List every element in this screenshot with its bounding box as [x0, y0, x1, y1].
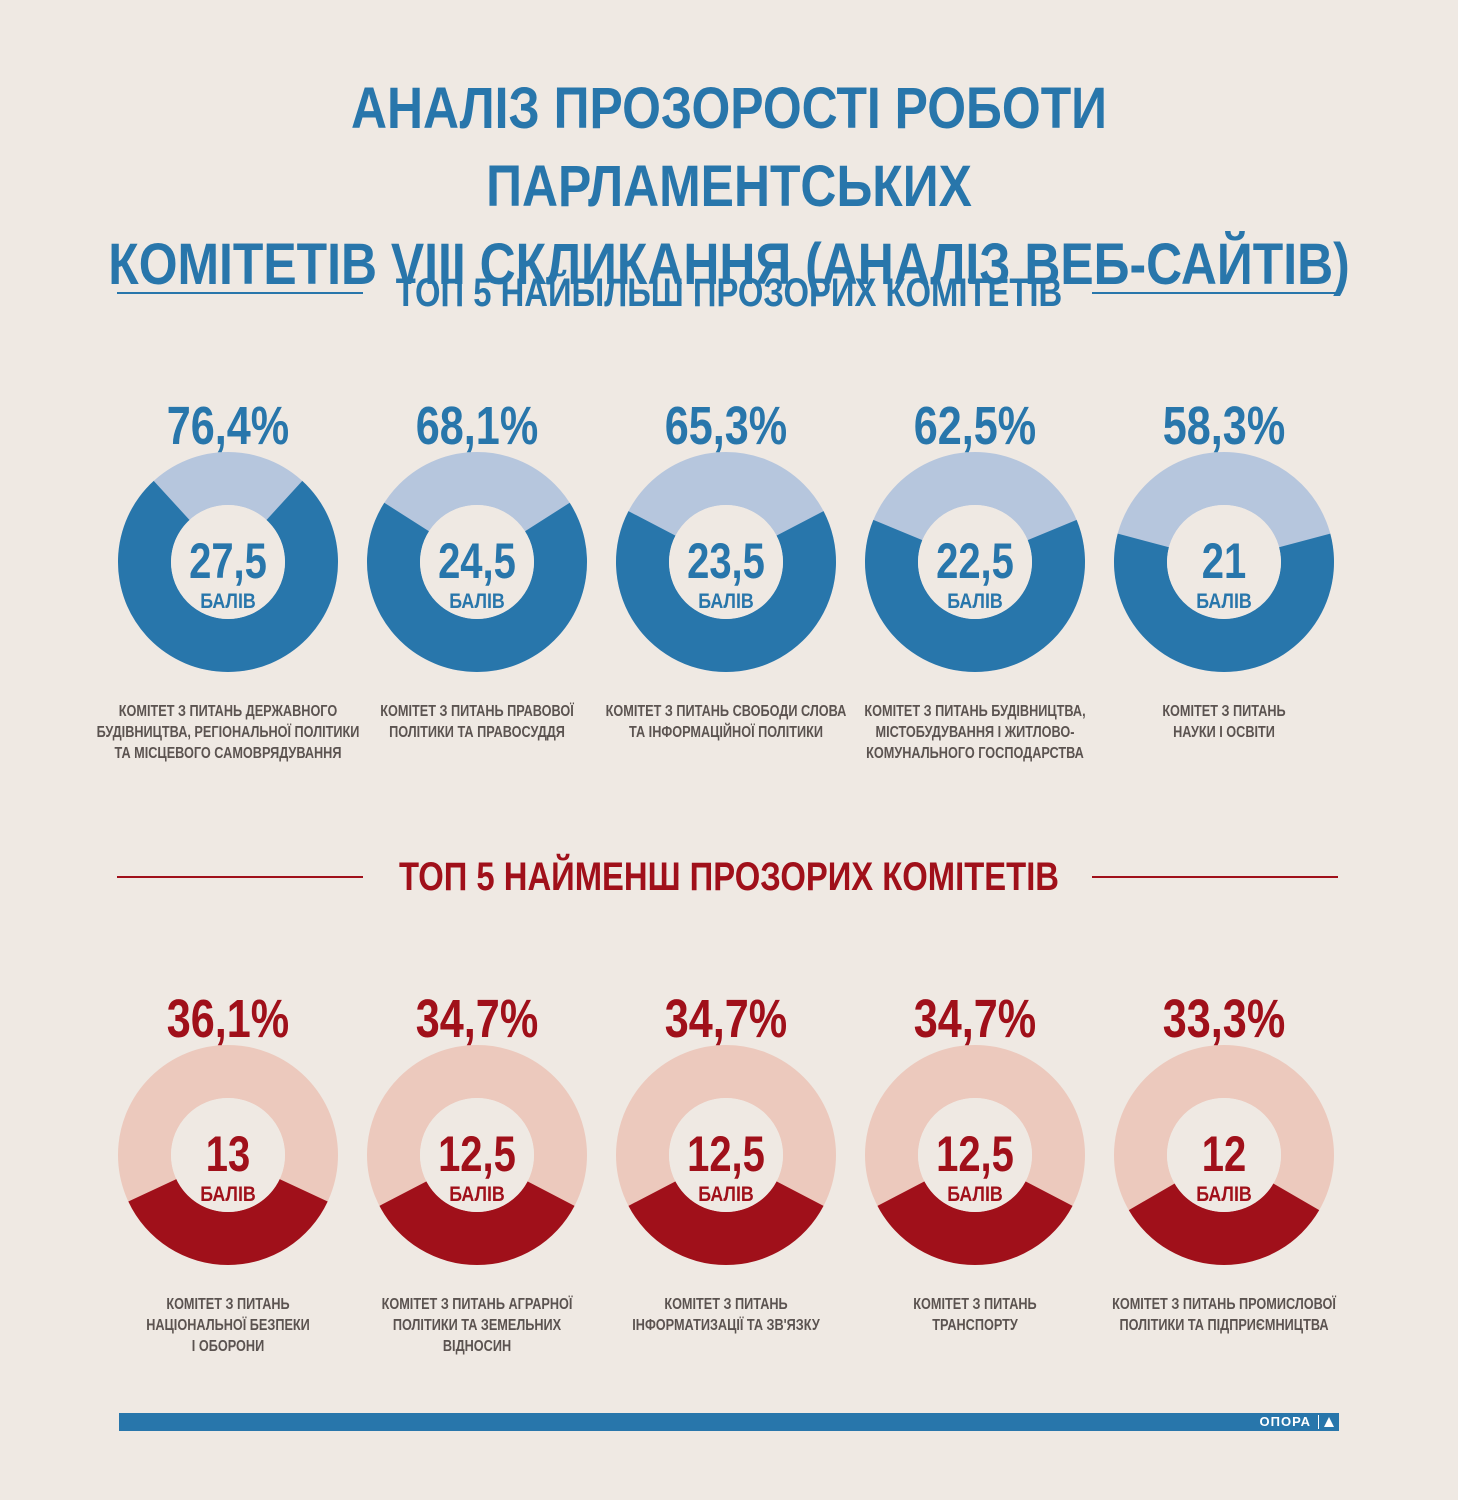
bottom-2-percent-label: 34,7%	[416, 990, 538, 1050]
top-2-committee-name-line-1: КОМІТЕТ З ПИТАНЬ ПРАВОВОЇ	[380, 702, 574, 721]
page-title: АНАЛІЗ ПРОЗОРОСТІ РОБОТИ ПАРЛАМЕНТСЬКИХ …	[102, 70, 1356, 304]
top-4-percent-label: 62,5%	[914, 397, 1036, 457]
bottom-5-committee-name-line-1: КОМІТЕТ З ПИТАНЬ ПРОМИСЛОВОЇ	[1112, 1295, 1337, 1314]
top-1-unit-label: БАЛІВ	[200, 590, 256, 614]
top-2-score: 24,5	[438, 533, 516, 589]
title-line-2: КОМІТЕТІВ VIII СКЛИКАННЯ (АНАЛІЗ ВЕБ-САЙ…	[108, 232, 1350, 297]
top-2-donut-value	[366, 502, 587, 673]
opora-logo-icon	[1324, 1417, 1334, 1427]
top-5-committee-name-line-1: КОМІТЕТ З ПИТАНЬ	[1162, 703, 1285, 720]
bottom-section-title: ТОП 5 НАЙМЕНШ ПРОЗОРИХ КОМІТЕТІВ	[398, 855, 1059, 899]
bottom-3-percent-label: 34,7%	[665, 990, 787, 1050]
bottom-1-committee-name-line-3: І ОБОРОНИ	[192, 1338, 264, 1355]
bottom-3-committee-name-line-2: ІНФОРМАТИЗАЦІЇ ТА ЗВ'ЯЗКУ	[632, 1316, 820, 1335]
top-2-percent-label: 68,1%	[416, 397, 538, 457]
top-2-donut-hole	[420, 505, 534, 619]
bottom-header-rule-right	[1092, 876, 1338, 878]
bottom-4-donut-value	[877, 1181, 1073, 1266]
footer-bar: ОПОРА	[119, 1413, 1339, 1431]
bottom-2-committee-name-line-1: КОМІТЕТ З ПИТАНЬ АГРАРНОЇ	[382, 1295, 574, 1314]
bottom-5-donut-hole	[1167, 1098, 1281, 1212]
top-1-committee-name-line-2: БУДІВНИЦТВА, РЕГІОНАЛЬНОЇ ПОЛІТИКИ	[97, 723, 360, 742]
bottom-4-unit-label: БАЛІВ	[947, 1183, 1003, 1207]
top-4-unit-label: БАЛІВ	[947, 590, 1003, 614]
top-3-donut-value	[615, 511, 837, 673]
top-3-percent-label: 65,3%	[665, 397, 787, 457]
bottom-1-score: 13	[206, 1126, 250, 1182]
bottom-header-rule-left	[117, 876, 363, 878]
bottom-5-committee-name-line-2: ПОЛІТИКИ ТА ПІДПРИЄМНИЦТВА	[1119, 1317, 1328, 1334]
top-2-unit-label: БАЛІВ	[449, 590, 505, 614]
top-4-committee-name-line-2: МІСТОБУДУВАННЯ І ЖИТЛОВО-	[876, 724, 1075, 741]
top-1-percent-label: 76,4%	[167, 397, 289, 457]
top-4-committee-name-line-1: КОМІТЕТ З ПИТАНЬ БУДІВНИЦТВА,	[864, 703, 1085, 720]
opora-logo: ОПОРА	[1259, 1414, 1311, 1429]
bottom-3-committee-name-line-1: КОМІТЕТ З ПИТАНЬ	[664, 1296, 787, 1313]
top-4-donut-hole	[918, 505, 1032, 619]
bottom-4-score: 12,5	[936, 1126, 1014, 1182]
bottom-2-committee-name-line-2: ПОЛІТИКИ ТА ЗЕМЕЛЬНИХ	[393, 1317, 562, 1334]
bottom-2-committee-name-line-3: ВІДНОСИН	[443, 1338, 511, 1355]
top-1-donut-value	[117, 480, 338, 672]
top-5-committee-name-line-2: НАУКИ І ОСВІТИ	[1173, 724, 1275, 741]
top-5-percent-label: 58,3%	[1163, 397, 1285, 457]
bottom-1-unit-label: БАЛІВ	[200, 1183, 256, 1207]
top-header-rule-left	[117, 292, 363, 294]
bottom-1-donut-hole	[171, 1098, 285, 1212]
bottom-4-percent-label: 34,7%	[914, 990, 1036, 1050]
bottom-3-unit-label: БАЛІВ	[698, 1183, 754, 1207]
bottom-4-committee-name-line-1: КОМІТЕТ З ПИТАНЬ	[913, 1296, 1036, 1313]
top-3-donut-hole	[669, 505, 783, 619]
logo-separator	[1318, 1415, 1319, 1429]
bottom-5-percent-label: 33,3%	[1163, 990, 1285, 1050]
top-header-rule-right	[1092, 292, 1338, 294]
bottom-2-unit-label: БАЛІВ	[449, 1183, 505, 1207]
bottom-2-donut-hole	[420, 1098, 534, 1212]
top-5-donut-hole	[1167, 505, 1281, 619]
bottom-4-donut-hole	[918, 1098, 1032, 1212]
top-4-score: 22,5	[936, 533, 1014, 589]
bottom-1-committee-name-line-1: КОМІТЕТ З ПИТАНЬ	[166, 1296, 289, 1313]
bottom-1-percent-label: 36,1%	[167, 990, 289, 1050]
bottom-2-score: 12,5	[438, 1126, 516, 1182]
top-section-header: ТОП 5 НАЙБІЛЬШ ПРОЗОРИХ КОМІТЕТІВ	[0, 268, 1458, 318]
top-5-donut-value	[1114, 533, 1334, 672]
top-5-unit-label: БАЛІВ	[1196, 590, 1252, 614]
bottom-5-score: 12	[1202, 1126, 1246, 1182]
bottom-section-header: ТОП 5 НАЙМЕНШ ПРОЗОРИХ КОМІТЕТІВ	[0, 852, 1458, 902]
top-3-score: 23,5	[687, 533, 765, 589]
top-1-score: 27,5	[189, 533, 267, 589]
top-4-donut-value	[865, 519, 1085, 672]
bottom-1-committee-name-line-2: НАЦІОНАЛЬНОЇ БЕЗПЕКИ	[146, 1316, 310, 1335]
bottom-5-donut-value	[1128, 1183, 1320, 1265]
bottom-3-score: 12,5	[687, 1126, 765, 1182]
top-1-committee-name-line-1: КОМІТЕТ З ПИТАНЬ ДЕРЖАВНОГО	[119, 703, 337, 720]
title-line-1: АНАЛІЗ ПРОЗОРОСТІ РОБОТИ ПАРЛАМЕНТСЬКИХ	[350, 76, 1108, 219]
top-3-committee-name-line-2: ТА ІНФОРМАЦІЙНОЇ ПОЛІТИКИ	[629, 722, 823, 742]
bottom-3-donut-hole	[669, 1098, 783, 1212]
bottom-2-donut-value	[379, 1181, 575, 1265]
top-4-committee-name-line-3: КОМУНАЛЬНОГО ГОСПОДАРСТВА	[866, 745, 1084, 762]
top-3-unit-label: БАЛІВ	[698, 590, 754, 614]
bottom-1-donut-value	[128, 1179, 328, 1265]
top-1-donut-hole	[171, 505, 285, 619]
top-1-committee-name-line-3: ТА МІСЦЕВОГО САМОВРЯДУВАННЯ	[115, 745, 342, 762]
bottom-4-committee-name-line-2: ТРАНСПОРТУ	[932, 1317, 1018, 1334]
top-2-committee-name-line-2: ПОЛІТИКИ ТА ПРАВОСУДДЯ	[389, 724, 565, 741]
bottom-3-donut-value	[628, 1181, 824, 1265]
top-section-title: ТОП 5 НАЙБІЛЬШ ПРОЗОРИХ КОМІТЕТІВ	[395, 271, 1063, 315]
top-3-committee-name-line-1: КОМІТЕТ З ПИТАНЬ СВОБОДИ СЛОВА	[606, 703, 847, 720]
bottom-5-unit-label: БАЛІВ	[1196, 1183, 1252, 1207]
top-5-score: 21	[1202, 533, 1246, 589]
